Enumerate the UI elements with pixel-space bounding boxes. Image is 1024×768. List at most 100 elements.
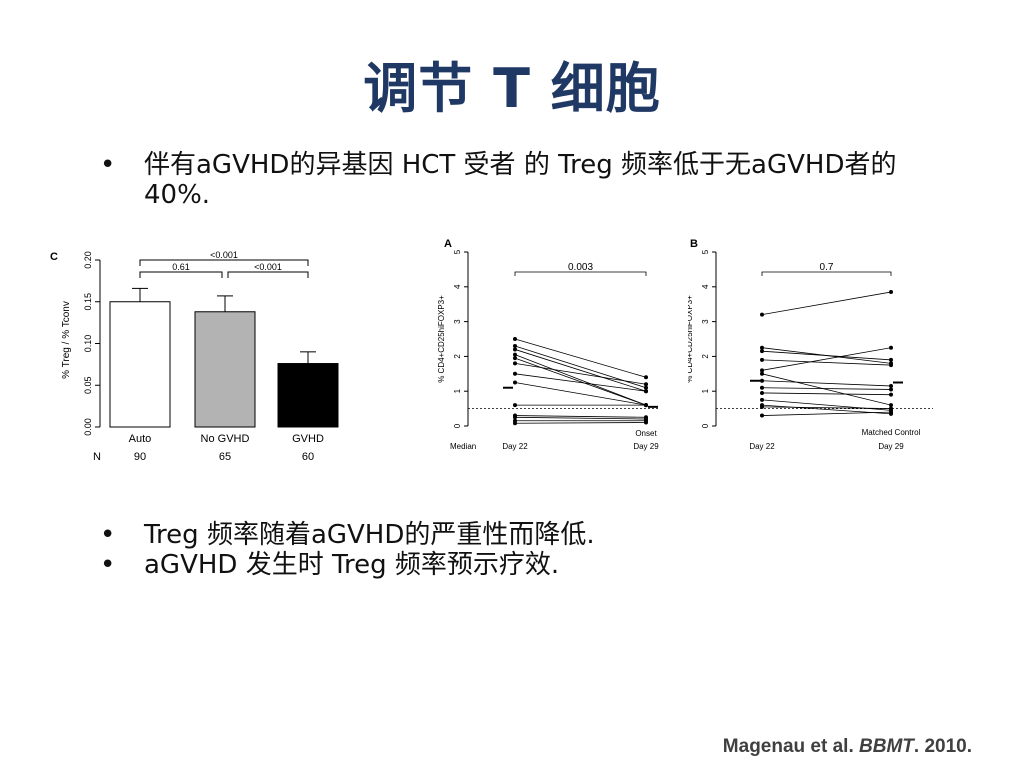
n-label: N [93, 451, 101, 463]
n-value: 65 [219, 451, 231, 463]
data-point [644, 420, 648, 425]
panel-label: A [444, 238, 452, 250]
bullet-item: 伴有aGVHD的异基因 HCT 受者 的 Treg 频率低于无aGVHD者的40… [100, 150, 900, 210]
x-label: Day 29 [878, 442, 904, 451]
bracket-label: <0.001 [254, 262, 282, 272]
y-tick-label: 5 [453, 249, 462, 254]
x-label: Day 22 [749, 442, 775, 451]
bar [277, 363, 339, 428]
pair-line [514, 362, 647, 385]
y-tick-label: 0 [453, 423, 462, 428]
data-point [760, 368, 764, 373]
data-point [513, 361, 517, 366]
citation-journal: BBMT [859, 736, 914, 757]
data-point [889, 406, 893, 411]
bars [109, 287, 339, 428]
pair-line [761, 406, 892, 409]
y-axis: 0.00 0.05 0.10 0.15 0.20 [83, 251, 101, 436]
data-point [644, 389, 648, 394]
data-point [644, 385, 648, 390]
data-point [760, 371, 764, 376]
pvalue-label: 0.7 [820, 262, 834, 273]
data-point [513, 380, 517, 385]
data-point [889, 357, 893, 362]
data-point [513, 352, 517, 357]
y-tick-label: 0.05 [83, 376, 93, 394]
panel-label: B [690, 238, 698, 250]
citation-year: . 2010. [913, 736, 972, 757]
data-point [513, 403, 517, 408]
pair-line [761, 350, 892, 361]
x-label: Day 22 [502, 442, 528, 451]
data-point [644, 375, 648, 380]
pvalue-bracket [761, 271, 892, 276]
y-tick-label: 4 [701, 284, 710, 289]
category-label: GVHD [292, 433, 324, 445]
bar [194, 311, 256, 428]
data-point [644, 382, 648, 387]
data-point [760, 312, 764, 317]
data-point [513, 371, 517, 376]
data-point [644, 403, 648, 408]
y-tick-label: 0.20 [83, 251, 93, 269]
data-point [760, 413, 764, 418]
x-sublabel: Onset [635, 429, 657, 438]
y-tick-label: 0 [701, 423, 710, 428]
data-point [760, 397, 764, 402]
y-axis-label: % CD4+CD25hiFOXP3+ [688, 295, 694, 383]
y-tick-label: 0.15 [83, 293, 93, 311]
y-tick-label: 2 [701, 354, 710, 359]
data-point [760, 357, 764, 362]
citation: Magenau et al. BBMT. 2010. [723, 736, 972, 758]
y-tick-label: 1 [453, 388, 462, 393]
pair-line [761, 411, 892, 416]
data-point [513, 347, 517, 352]
data-point [513, 356, 517, 361]
x-label: Day 29 [633, 442, 659, 451]
data-point [889, 383, 893, 388]
paired-chart-panel-a: A % CD4+CD25hiFOXP3+ 0 1 2 3 4 5 0.003 Onset Day 2… [438, 238, 660, 451]
pair-line [514, 415, 647, 418]
data-point [760, 390, 764, 395]
bracket [139, 259, 309, 266]
data-point [513, 337, 517, 341]
bracket [227, 271, 309, 278]
pair-line [761, 373, 892, 406]
y-tick-label: 3 [701, 319, 710, 324]
data-point [889, 387, 893, 392]
panel-b-content: B % CD4+CD25hiFOXP3+ 0 1 2 3 4 5 0.7 Matched Cont… [688, 238, 933, 451]
bullet-list-top: 伴有aGVHD的异基因 HCT 受者 的 Treg 频率低于无aGVHD者的40… [100, 150, 900, 210]
pair-line [761, 291, 892, 316]
data-point [760, 385, 764, 390]
pair-line [514, 373, 647, 392]
y-tick-label: 0.10 [83, 335, 93, 353]
bullet-item: aGVHD 发生时 Treg 频率预示疗效. [100, 550, 900, 580]
data-point [889, 290, 893, 295]
pair-line [514, 357, 647, 406]
data-point [760, 345, 764, 350]
y-tick-label: 2 [453, 354, 462, 359]
x-sublabel: Matched Control [862, 428, 921, 437]
pair-line [514, 338, 647, 378]
data-point [760, 404, 764, 409]
data-point [889, 392, 893, 397]
data-point [513, 343, 517, 348]
data-point [513, 415, 517, 420]
bullet-item: Treg 频率随着aGVHD的严重性而降低. [100, 520, 900, 550]
pair-line [761, 392, 892, 396]
bracket-label: <0.001 [210, 250, 238, 260]
pair-line [761, 347, 892, 371]
pvalue-label: 0.003 [568, 262, 593, 273]
pair-line [514, 382, 647, 406]
category-label: No GVHD [201, 433, 250, 445]
y-tick-label: 3 [453, 319, 462, 324]
data-point [889, 403, 893, 408]
panel-label: C [50, 251, 58, 263]
bracket [139, 271, 223, 278]
slide-title: 调节 T 细胞 [363, 57, 661, 120]
paired-chart-panel-b: B % CD4+CD25hiFOXP3+ 0 1 2 3 4 5 0.7 Matched Cont… [688, 238, 933, 451]
y-axis-label: % Treg / % Tconv [61, 301, 72, 379]
y-tick-label: 4 [453, 284, 462, 289]
panel-a-content: A % CD4+CD25hiFOXP3+ 0 1 2 3 4 5 0.003 Onset Day 2… [438, 238, 660, 451]
y-tick-label: 5 [701, 249, 710, 254]
